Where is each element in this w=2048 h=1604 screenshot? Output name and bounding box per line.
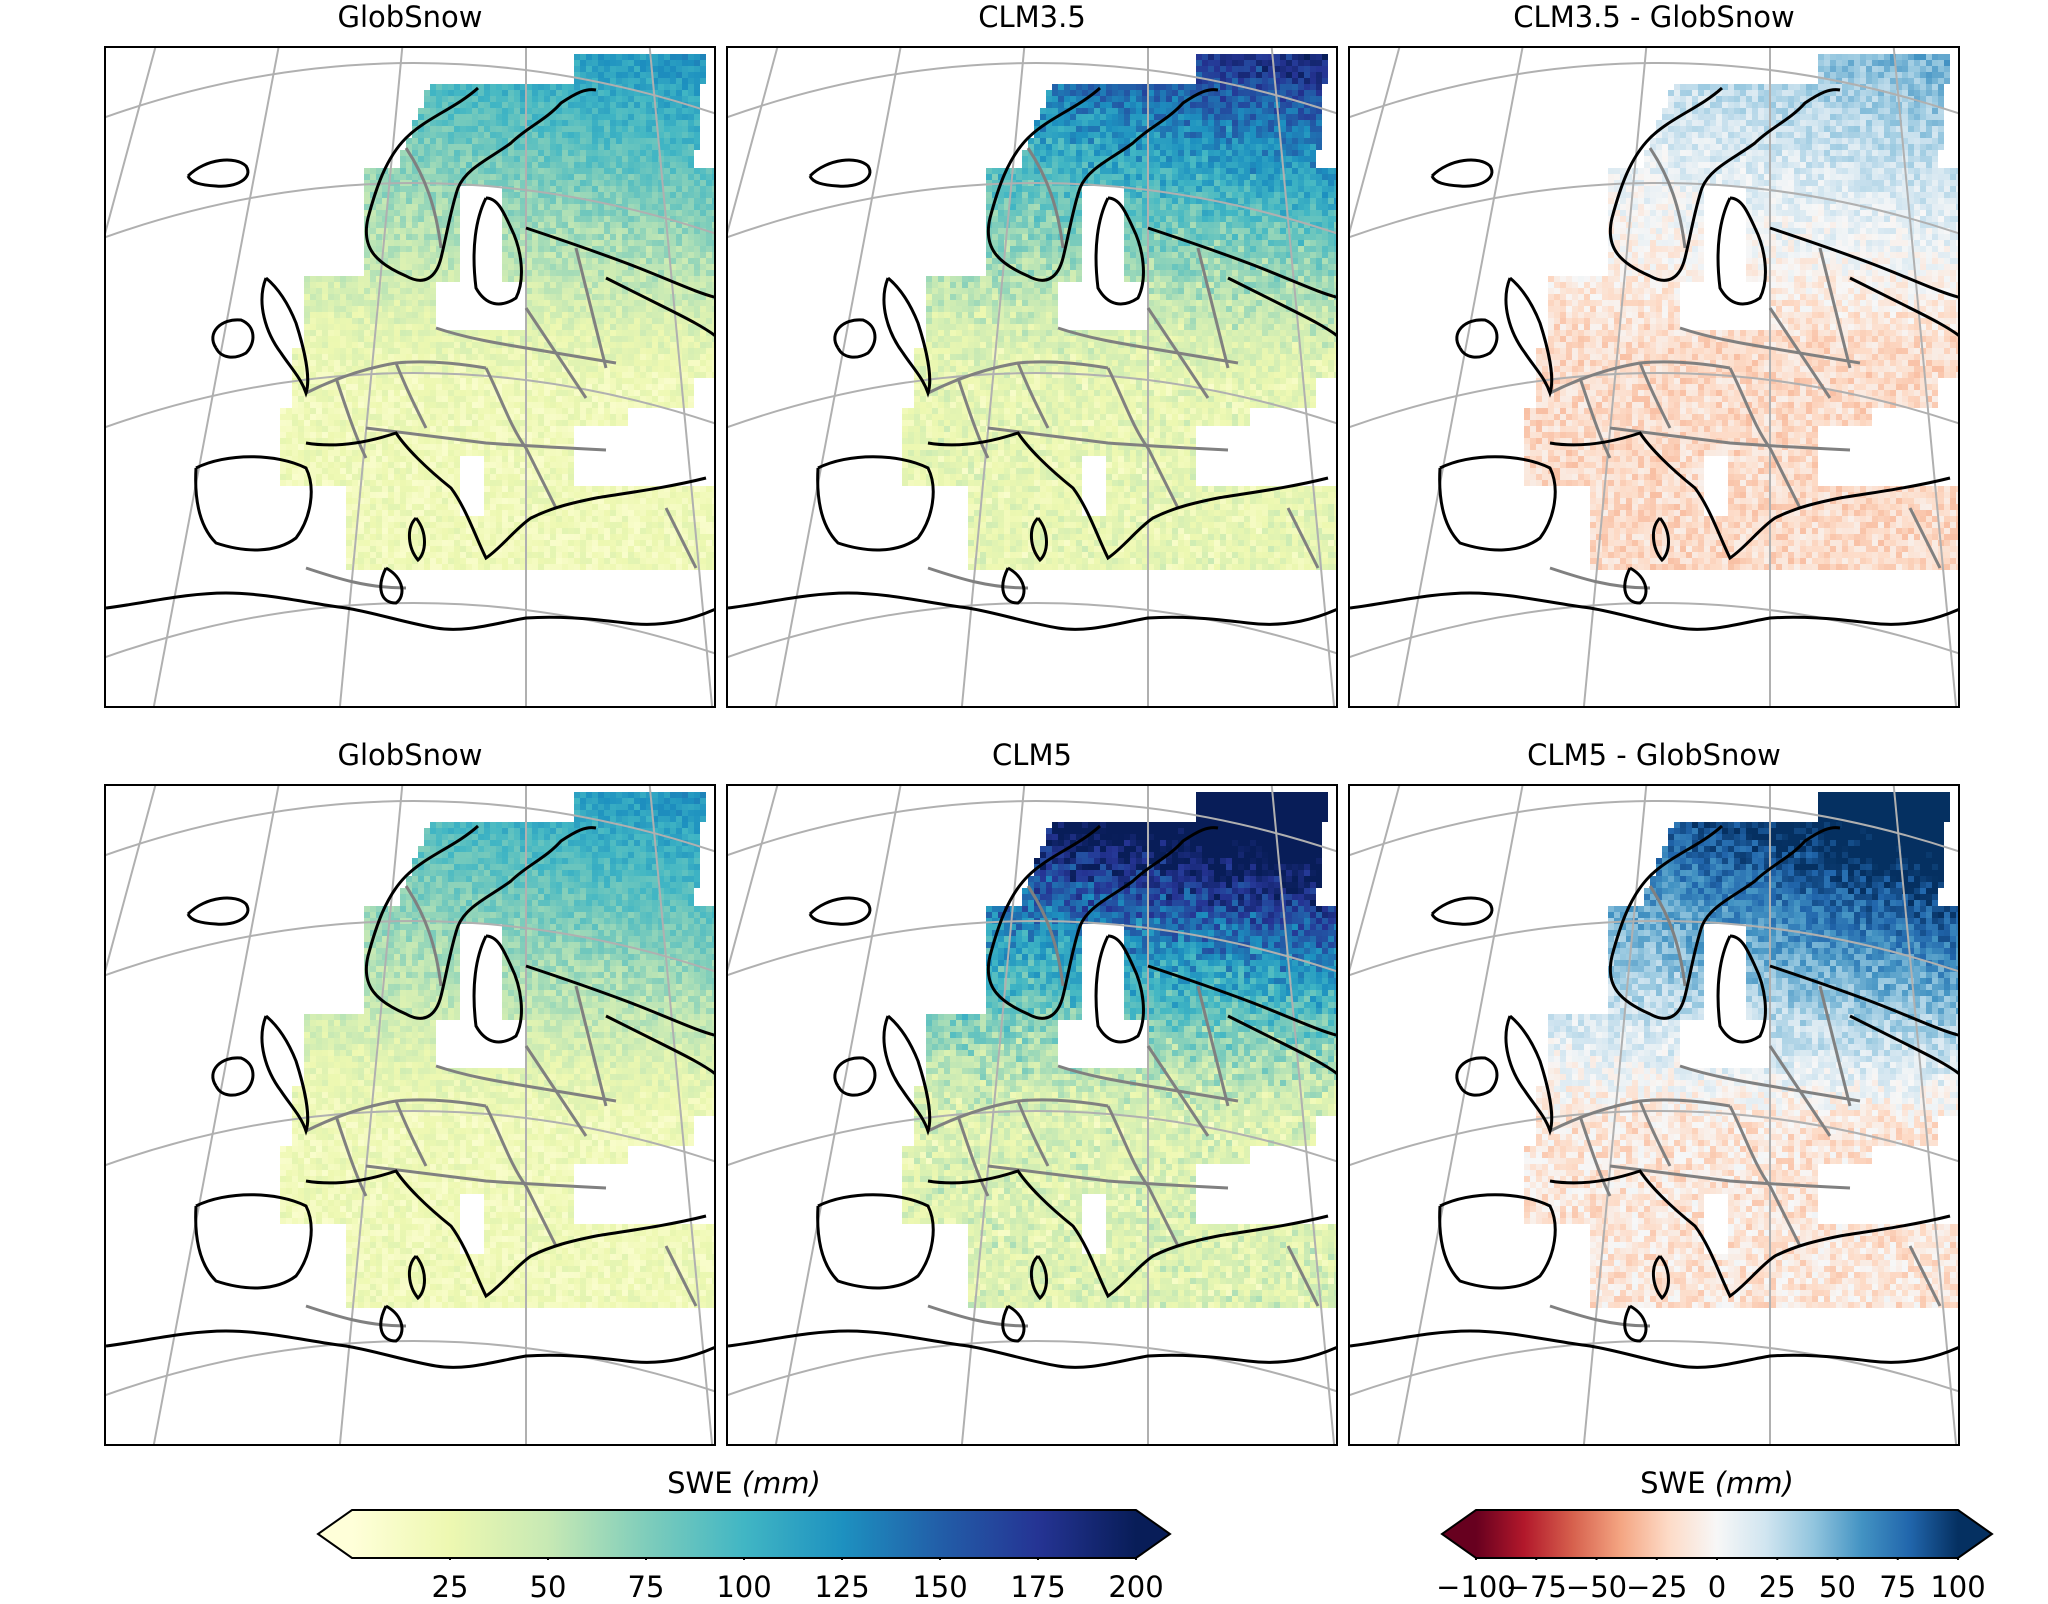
colorbar-tick-label: 25 xyxy=(432,1570,469,1604)
panel-title: CLM5 xyxy=(726,738,1338,772)
panel-title: CLM3.5 xyxy=(726,0,1338,34)
map-panel xyxy=(1348,46,1960,708)
europe-map xyxy=(728,48,1338,708)
map-panel xyxy=(104,784,716,1446)
colorbar-tick-label: 125 xyxy=(814,1570,869,1604)
panel-title: CLM5 - GlobSnow xyxy=(1348,738,1960,772)
colorbar-tick-label: 100 xyxy=(716,1570,771,1604)
colorbar xyxy=(316,1508,1172,1560)
colorbar-tick-label: 0 xyxy=(1708,1570,1726,1604)
europe-map xyxy=(1350,48,1960,708)
swe-field xyxy=(902,792,1338,1308)
europe-map xyxy=(728,786,1338,1446)
colorbar-tick-label: −25 xyxy=(1626,1570,1687,1604)
map-panel xyxy=(726,46,1338,708)
swe-field xyxy=(1524,792,1960,1308)
colorbar-tick-label: −50 xyxy=(1566,1570,1627,1604)
colorbar-tick-label: 75 xyxy=(628,1570,665,1604)
colorbar-tick-label: 150 xyxy=(912,1570,967,1604)
colorbar-tick-label: −100 xyxy=(1436,1570,1516,1604)
colorbar-tick-label: 200 xyxy=(1108,1570,1163,1604)
colorbar-tick-label: 100 xyxy=(1930,1570,1985,1604)
map-panel xyxy=(726,784,1338,1446)
colorbar-tick-label: 50 xyxy=(530,1570,567,1604)
map-panel xyxy=(104,46,716,708)
panel-title: GlobSnow xyxy=(104,738,716,772)
map-panel xyxy=(1348,784,1960,1446)
colorbar-label: SWE (mm) xyxy=(1476,1466,1958,1500)
swe-field xyxy=(280,54,716,570)
colorbar-tick-label: 50 xyxy=(1819,1570,1856,1604)
panel-title: GlobSnow xyxy=(104,0,716,34)
europe-map xyxy=(1350,786,1960,1446)
colorbar-label: SWE (mm) xyxy=(352,1466,1136,1500)
panel-title: CLM3.5 - GlobSnow xyxy=(1348,0,1960,34)
europe-map xyxy=(106,48,716,708)
colorbar xyxy=(1440,1508,1994,1560)
europe-map xyxy=(106,786,716,1446)
swe-field xyxy=(902,54,1338,570)
colorbar-tick-label: 75 xyxy=(1879,1570,1916,1604)
colorbar-tick-label: −75 xyxy=(1506,1570,1567,1604)
colorbar-tick-label: 25 xyxy=(1759,1570,1796,1604)
colorbar-tick-label: 175 xyxy=(1010,1570,1065,1604)
swe-field xyxy=(280,792,716,1308)
swe-field xyxy=(1524,54,1960,570)
